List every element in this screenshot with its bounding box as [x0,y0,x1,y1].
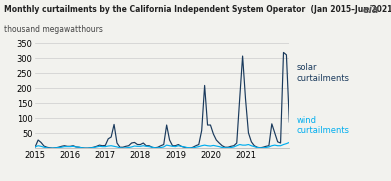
Text: Monthly curtailments by the California Independent System Operator  (Jan 2015–Ju: Monthly curtailments by the California I… [4,5,391,14]
Text: wind
curtailments: wind curtailments [297,116,350,135]
Text: thousand megawatthours: thousand megawatthours [4,25,103,34]
Text: eia: eia [362,5,379,15]
Text: solar
curtailments: solar curtailments [297,63,350,83]
